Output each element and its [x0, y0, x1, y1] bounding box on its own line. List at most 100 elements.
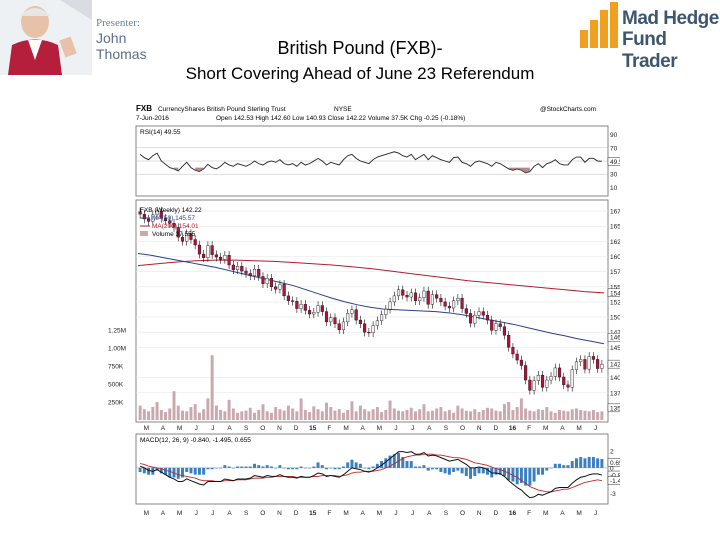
- macd-histogram-bar: [231, 467, 235, 469]
- x-tick-label: J: [195, 425, 198, 432]
- x-tick-label: A: [161, 510, 166, 517]
- volume-bar: [295, 411, 299, 420]
- volume-bar: [409, 407, 413, 420]
- volume-bar: [265, 411, 269, 420]
- candle-body: [541, 374, 545, 388]
- volume-bar: [206, 398, 210, 420]
- macd-histogram-bar: [545, 467, 549, 471]
- volume-bar: [519, 398, 523, 420]
- macd-histogram-bar: [219, 467, 223, 469]
- volume-bar: [477, 412, 481, 420]
- candle-body: [485, 315, 490, 321]
- candle-body: [261, 276, 265, 284]
- x-tick-label: F: [327, 425, 331, 432]
- volume-bar: [583, 410, 587, 420]
- volume-bar: [587, 411, 591, 420]
- candle-body: [460, 298, 464, 309]
- x-tick-label: N: [477, 425, 482, 432]
- ma200-label: MA(200) 154.01: [152, 223, 199, 230]
- chart-date: 7-Jun-2016: [136, 115, 169, 122]
- candle-body: [151, 214, 155, 222]
- macd-histogram-bar: [295, 467, 299, 470]
- volume-bar: [562, 410, 566, 420]
- volume-bar: [515, 407, 519, 420]
- volume-bar: [346, 409, 350, 420]
- volume-bar: [354, 411, 358, 420]
- x-tick-label: M: [343, 510, 348, 517]
- rsi-tick-label: 30: [610, 172, 618, 179]
- macd-histogram-bar: [375, 463, 379, 468]
- volume-bar: [202, 409, 206, 420]
- volume-bar: [447, 409, 451, 420]
- x-tick-label: J: [211, 425, 214, 432]
- volume-bar: [325, 402, 329, 420]
- x-tick-label: A: [227, 510, 232, 517]
- rsi-tick-label: 70: [610, 145, 618, 152]
- volume-bar: [189, 407, 193, 420]
- macd-histogram-bar: [227, 466, 231, 468]
- macd-histogram-bar: [579, 456, 583, 468]
- candle-body: [295, 301, 299, 309]
- rsi-tick-label: 49.55: [610, 159, 620, 166]
- macd-histogram-bar: [337, 467, 341, 470]
- macd-histogram-bar: [168, 467, 172, 478]
- x-tick-label: M: [144, 425, 149, 432]
- macd-histogram-bar: [591, 456, 595, 468]
- rsi-tick-label: 10: [610, 185, 618, 192]
- macd-histogram-bar: [570, 461, 574, 468]
- candle-body: [439, 298, 443, 303]
- candle-body: [155, 210, 159, 215]
- x-tick-label: D: [294, 510, 299, 517]
- macd-histogram-bar: [164, 467, 168, 475]
- volume-bar: [278, 409, 282, 420]
- macd-histogram-bar: [452, 467, 456, 472]
- macd-histogram-bar: [397, 452, 401, 468]
- candle-body: [490, 319, 494, 331]
- volume-bar: [155, 402, 159, 420]
- macd-histogram-bar: [197, 467, 201, 475]
- volume-bar: [168, 408, 172, 420]
- macd-tick-label: -0.840: [610, 473, 620, 480]
- rsi-tick-label: 90: [610, 132, 618, 139]
- rsi-oversold-fill: [195, 167, 204, 172]
- candle-body: [147, 218, 151, 222]
- price-tick-label: 167.5: [610, 209, 620, 216]
- macd-histogram-bar: [553, 463, 557, 468]
- candle-body: [566, 384, 570, 388]
- candle-body: [583, 359, 587, 370]
- volume-bar: [524, 408, 528, 420]
- candle-body: [231, 264, 235, 271]
- volume-bar: [490, 408, 494, 420]
- x-tick-label: 16: [509, 510, 517, 517]
- candle-body: [299, 304, 303, 309]
- rsi-line: [139, 151, 602, 174]
- candle-body: [219, 256, 223, 260]
- macd-histogram-bar: [223, 465, 227, 468]
- x-tick-label: M: [576, 425, 581, 432]
- x-tick-label: O: [260, 510, 265, 517]
- candle-body: [202, 253, 206, 258]
- candle-body: [193, 239, 197, 246]
- macd-histogram-bar: [354, 462, 358, 468]
- macd-histogram-bar: [371, 466, 375, 468]
- candle-body: [172, 222, 176, 228]
- macd-histogram-bar: [253, 463, 256, 468]
- candle-body: [380, 314, 384, 321]
- x-tick-label: J: [594, 510, 597, 517]
- candle-body: [447, 305, 451, 309]
- volume-bar: [528, 410, 532, 420]
- macd-histogram-bar: [244, 466, 248, 468]
- x-tick-label: M: [377, 425, 382, 432]
- volume-bar: [164, 412, 168, 420]
- macd-histogram-bar: [405, 461, 409, 468]
- x-tick-label: M: [177, 510, 182, 517]
- volume-bar: [371, 409, 375, 420]
- volume-bar: [435, 408, 439, 420]
- price-tick-label: 142.22: [610, 362, 620, 369]
- price-tick-label: 150.0: [610, 315, 620, 322]
- volume-bar: [231, 408, 235, 420]
- macd-histogram-bar: [460, 467, 464, 474]
- volume-bar: [502, 404, 506, 420]
- candle-body: [168, 220, 172, 224]
- candle-body: [286, 295, 290, 301]
